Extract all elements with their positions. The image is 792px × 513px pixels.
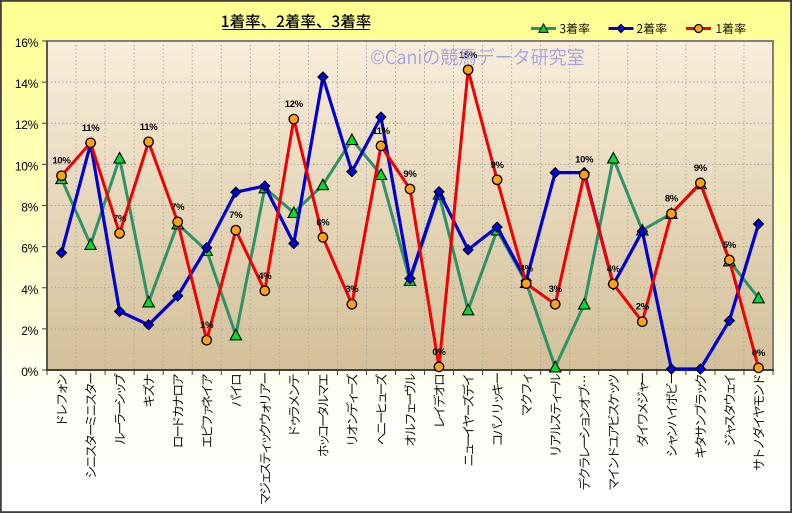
svg-text:8%: 8% <box>665 194 679 205</box>
svg-text:3%: 3% <box>549 284 563 295</box>
svg-text:6%: 6% <box>21 242 38 256</box>
svg-text:0%: 0% <box>432 347 446 358</box>
svg-text:4%: 4% <box>520 264 534 275</box>
svg-text:9%: 9% <box>491 160 505 171</box>
svg-text:11%: 11% <box>82 123 100 134</box>
svg-text:7%: 7% <box>171 202 185 213</box>
svg-text:2%: 2% <box>636 302 650 313</box>
svg-text:7%: 7% <box>229 210 243 221</box>
svg-text:4%: 4% <box>607 264 621 275</box>
svg-text:0%: 0% <box>752 348 766 359</box>
svg-text:1%: 1% <box>200 320 214 331</box>
svg-text:6%: 6% <box>316 217 330 228</box>
svg-text:11%: 11% <box>140 122 158 133</box>
svg-text:2%: 2% <box>21 324 38 338</box>
svg-text:4%: 4% <box>21 283 38 297</box>
svg-text:16%: 16% <box>15 36 39 50</box>
svg-text:12%: 12% <box>15 118 39 132</box>
svg-text:9%: 9% <box>694 163 708 174</box>
svg-text:11%: 11% <box>372 126 390 137</box>
svg-text:9%: 9% <box>403 169 417 180</box>
svg-text:7%: 7% <box>113 213 127 224</box>
svg-text:3%: 3% <box>345 284 359 295</box>
svg-text:0%: 0% <box>21 365 38 379</box>
svg-text:10%: 10% <box>15 159 39 173</box>
svg-text:10%: 10% <box>52 156 71 167</box>
svg-text:5%: 5% <box>723 240 737 251</box>
svg-text:10%: 10% <box>575 155 594 166</box>
svg-text:4%: 4% <box>258 271 272 282</box>
svg-text:8%: 8% <box>21 201 38 215</box>
svg-text:14%: 14% <box>15 77 39 91</box>
svg-text:12%: 12% <box>285 99 304 110</box>
